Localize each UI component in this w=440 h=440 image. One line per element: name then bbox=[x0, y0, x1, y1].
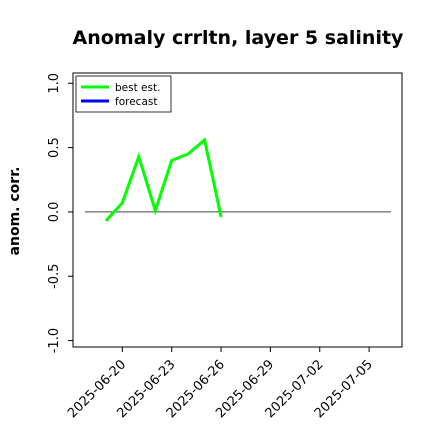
legend: best est. forecast bbox=[75, 75, 172, 113]
y-tick-label: -1.0 bbox=[47, 328, 62, 353]
y-tick-label: 0.0 bbox=[47, 202, 62, 223]
series-line-0 bbox=[104, 137, 223, 222]
y-axis-label: anom. corr. bbox=[7, 167, 23, 256]
plot-frame bbox=[72, 72, 403, 348]
x-axis: 2025-06-202025-06-232025-06-262025-06-29… bbox=[65, 347, 376, 421]
plot-area bbox=[85, 137, 391, 222]
chart-title: Anomaly crrltn, layer 5 salinity bbox=[73, 27, 404, 49]
legend-box bbox=[75, 75, 172, 113]
y-axis: -1.0 -0.5 0.0 0.5 1.0 bbox=[47, 73, 73, 353]
y-tick-label: 1.0 bbox=[47, 73, 62, 94]
y-tick-label: 0.5 bbox=[47, 137, 62, 158]
y-tick-label: -0.5 bbox=[47, 264, 62, 289]
legend-label-best-est: best est. bbox=[115, 82, 160, 94]
legend-label-forecast: forecast bbox=[115, 96, 157, 108]
